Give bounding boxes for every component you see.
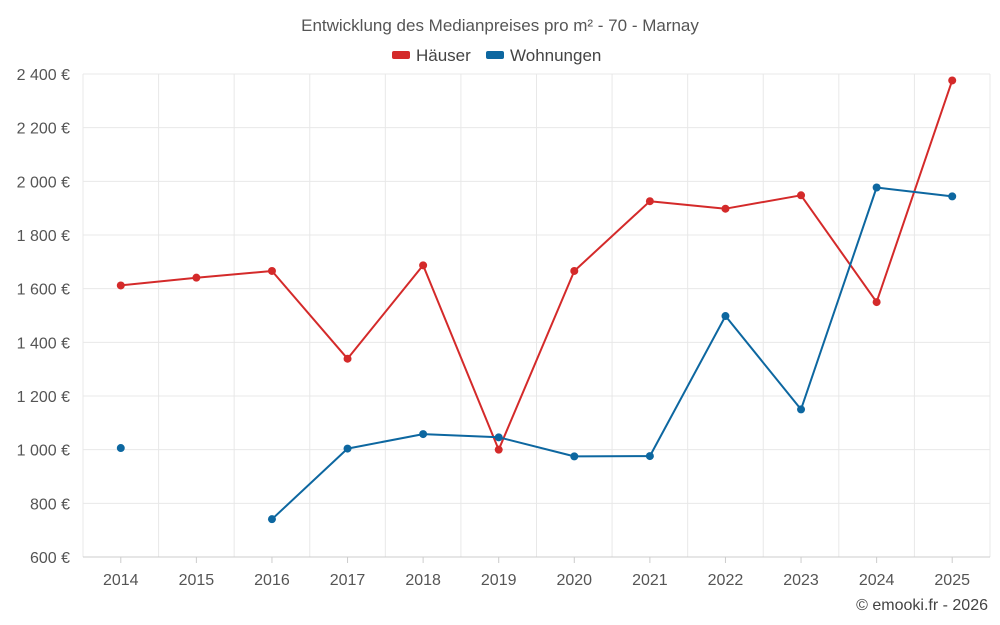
data-point-wohnungen-2022[interactable] [721, 312, 730, 321]
legend-label-wohnungen: Wohnungen [510, 46, 601, 65]
data-point-haeuser-2019[interactable] [494, 445, 503, 454]
data-point-haeuser-2024[interactable] [872, 298, 881, 307]
x-tick-label: 2024 [859, 572, 895, 589]
legend-swatch-wohnungen [486, 51, 504, 59]
series-wohnungen [116, 183, 957, 524]
data-point-haeuser-2017[interactable] [343, 354, 352, 363]
x-tick-label: 2020 [556, 572, 592, 589]
series-line-wohnungen [271, 186, 953, 520]
data-point-haeuser-2020[interactable] [570, 266, 579, 275]
y-tick-label: 800 € [30, 496, 70, 513]
y-tick-label: 1 200 € [17, 389, 70, 406]
series-line-haeuser [120, 80, 954, 451]
data-point-wohnungen-2018[interactable] [419, 430, 428, 439]
legend-label-haeuser: Häuser [416, 46, 471, 65]
data-point-wohnungen-2023[interactable] [797, 405, 806, 414]
x-tick-label: 2016 [254, 572, 290, 589]
x-tick-label: 2017 [330, 572, 366, 589]
x-tick-label: 2014 [103, 572, 139, 589]
series-haeuser [116, 76, 957, 454]
x-tick-label: 2019 [481, 572, 517, 589]
data-point-wohnungen-2024[interactable] [872, 183, 881, 192]
chart-title: Entwicklung des Medianpreises pro m² - 7… [301, 16, 699, 35]
legend-item-wohnungen[interactable]: Wohnungen [486, 46, 601, 65]
data-point-wohnungen-2025[interactable] [948, 192, 957, 201]
grid [82, 73, 991, 557]
data-point-haeuser-2021[interactable] [645, 197, 654, 206]
y-tick-label: 1 600 € [17, 282, 70, 299]
data-point-haeuser-2022[interactable] [721, 204, 730, 213]
y-tick-label: 2 000 € [17, 174, 70, 191]
y-tick-label: 2 200 € [17, 121, 70, 138]
legend-swatch-haeuser [392, 51, 410, 59]
data-point-wohnungen-2014[interactable] [116, 444, 125, 453]
y-tick-label: 600 € [30, 550, 70, 567]
x-tick-label: 2022 [708, 572, 744, 589]
data-point-haeuser-2018[interactable] [419, 261, 428, 270]
legend: Häuser Wohnungen [392, 46, 601, 65]
data-point-wohnungen-2021[interactable] [645, 452, 654, 461]
legend-item-haeuser[interactable]: Häuser [392, 46, 471, 65]
data-point-haeuser-2025[interactable] [948, 76, 957, 85]
data-point-haeuser-2015[interactable] [192, 273, 201, 282]
data-point-haeuser-2023[interactable] [797, 191, 806, 200]
x-tick-label: 2025 [934, 572, 970, 589]
data-point-haeuser-2016[interactable] [267, 266, 276, 275]
data-point-wohnungen-2020[interactable] [570, 452, 579, 461]
x-tick-label: 2015 [179, 572, 215, 589]
data-point-wohnungen-2017[interactable] [343, 444, 352, 453]
data-point-haeuser-2014[interactable] [116, 281, 125, 290]
data-point-wohnungen-2016[interactable] [267, 515, 276, 524]
y-tick-label: 1 400 € [17, 335, 70, 352]
x-tick-label: 2018 [405, 572, 441, 589]
x-tick-label: 2021 [632, 572, 668, 589]
copyright-credit: © emooki.fr - 2026 [856, 597, 988, 614]
y-tick-label: 1 000 € [17, 443, 70, 460]
y-tick-label: 1 800 € [17, 228, 70, 245]
axes: 600 € 800 € 1 000 € 1 200 € 1 400 € 1 600 € 1 … [17, 67, 990, 589]
data-point-wohnungen-2019[interactable] [494, 433, 503, 442]
x-tick-label: 2023 [783, 572, 819, 589]
y-tick-label: 2 400 € [17, 67, 70, 84]
series-layer [116, 76, 957, 524]
